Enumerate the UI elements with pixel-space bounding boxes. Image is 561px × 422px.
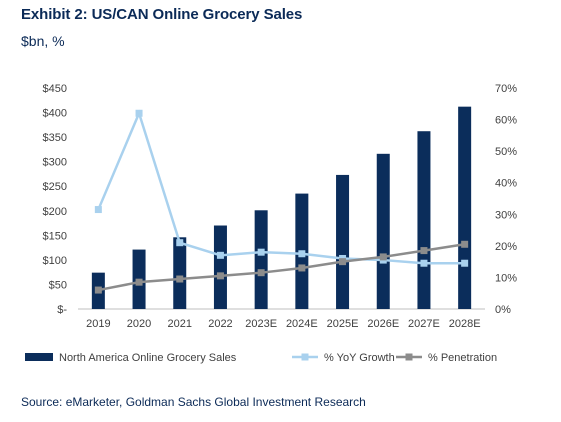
right-tick-label: 70%	[495, 83, 517, 95]
yoy-growth-marker	[135, 109, 143, 117]
left-tick-label: $-	[57, 304, 67, 316]
right-tick-label: 30%	[495, 209, 517, 221]
penetration-marker	[216, 272, 224, 280]
legend: North America Online Grocery Sales % YoY …	[25, 352, 497, 364]
penetration-marker	[379, 253, 387, 261]
x-tick-label: 2024E	[286, 318, 318, 330]
penetration-marker	[461, 240, 469, 248]
penetration-marker	[339, 258, 347, 266]
yoy-growth-marker	[257, 248, 265, 256]
yoy-growth-marker	[298, 250, 306, 258]
sales-bar	[417, 131, 431, 309]
sales-bar	[458, 106, 472, 309]
exhibit-subtitle: $bn, %	[21, 33, 65, 49]
right-tick-label: 20%	[495, 241, 517, 253]
left-tick-label: $400	[43, 108, 67, 120]
x-tick-label: 2020	[127, 318, 151, 330]
left-tick-label: $350	[43, 132, 67, 144]
x-axis-ticks: 2019 2020 2021 2022 2023E 2024E 2025E 2026E 2027…	[86, 318, 480, 330]
left-tick-label: $50	[49, 279, 67, 291]
right-tick-label: 50%	[495, 146, 517, 158]
chart: $450 $400 $350 $300 $250 $200 $150 $100 $50 $- 70…	[25, 83, 517, 364]
penetration-marker	[420, 247, 428, 255]
left-axis-ticks: $450 $400 $350 $300 $250 $200 $150 $100 $50 $-	[43, 83, 68, 316]
x-tick-label: 2022	[208, 318, 232, 330]
x-tick-label: 2026E	[367, 318, 399, 330]
x-tick-label: 2019	[86, 318, 110, 330]
penetration-marker	[176, 275, 184, 283]
legend-swatch-bar	[25, 353, 53, 361]
line-series	[94, 109, 469, 294]
penetration-marker	[135, 278, 143, 286]
x-tick-label: 2027E	[408, 318, 440, 330]
right-axis-ticks: 70% 60% 50% 40% 30% 20% 10% 0%	[495, 83, 517, 316]
penetration-line	[98, 243, 465, 292]
sales-bar	[254, 210, 268, 309]
yoy-growth-marker	[176, 239, 184, 247]
penetration-marker	[94, 286, 102, 294]
penetration-marker	[257, 269, 265, 277]
legend-swatch-marker	[301, 353, 309, 361]
penetration-marker	[298, 264, 306, 272]
exhibit-title: Exhibit 2: US/CAN Online Grocery Sales	[21, 6, 303, 23]
x-tick-label: 2025E	[327, 318, 359, 330]
yoy-growth-marker	[420, 259, 428, 267]
left-tick-label: $200	[43, 206, 67, 218]
x-tick-label: 2023E	[245, 318, 277, 330]
yoy-growth-marker	[216, 251, 224, 259]
left-tick-label: $300	[43, 157, 67, 169]
legend-label: % YoY Growth	[324, 352, 395, 364]
right-tick-label: 60%	[495, 115, 517, 127]
x-tick-label: 2028E	[449, 318, 481, 330]
sales-bar	[376, 153, 390, 309]
legend-label: % Penetration	[428, 352, 497, 364]
left-tick-label: $100	[43, 255, 67, 267]
left-tick-label: $450	[43, 83, 67, 95]
left-tick-label: $150	[43, 230, 67, 242]
sales-bar	[213, 225, 227, 309]
right-tick-label: 40%	[495, 178, 517, 190]
legend-swatch-marker	[405, 353, 413, 361]
legend-label: North America Online Grocery Sales	[59, 352, 237, 364]
yoy-growth-marker	[94, 206, 102, 214]
x-tick-label: 2021	[168, 318, 192, 330]
right-tick-label: 10%	[495, 272, 517, 284]
sales-bar	[173, 237, 187, 309]
yoy-growth-line	[97, 109, 465, 265]
left-tick-label: $250	[43, 181, 67, 193]
yoy-growth-marker	[461, 259, 469, 267]
sales-bar	[336, 174, 350, 309]
right-tick-label: 0%	[495, 304, 511, 316]
sales-bars	[91, 106, 472, 309]
source-note: Source: eMarketer, Goldman Sachs Global …	[21, 395, 366, 409]
